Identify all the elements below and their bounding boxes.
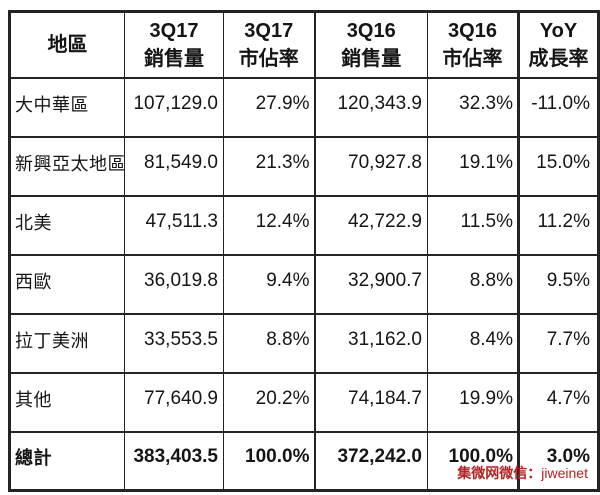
header-line-2: 成長率	[528, 47, 589, 70]
cell-3q17-share: 27.9%	[223, 76, 315, 138]
cell-yoy: 4.7%	[517, 371, 599, 433]
cell-region: 拉丁美洲	[9, 312, 125, 374]
cell-yoy: 7.7%	[517, 312, 599, 374]
cell-3q17-share: 12.4%	[223, 194, 315, 256]
header-line-1: 地區	[47, 33, 88, 56]
watermark: 集微网微信：jiweinet	[457, 464, 588, 482]
table-row: 其他 77,640.9 20.2% 74,184.7 19.9% 4.7%	[9, 371, 599, 433]
header-line-2: 市佔率	[442, 47, 503, 70]
header-line-1: 3Q17	[244, 19, 294, 42]
cell-region: 大中華區	[9, 76, 125, 138]
cell-region: 西歐	[9, 253, 125, 315]
cell-yoy: 11.2%	[517, 194, 599, 256]
table-row: 大中華區 107,129.0 27.9% 120,343.9 32.3% -11…	[9, 76, 599, 138]
total-region: 總計	[9, 430, 125, 492]
cell-region: 其他	[9, 371, 125, 433]
cell-3q16-volume: 32,900.7	[313, 253, 428, 315]
total-3q17-share: 100.0%	[223, 430, 315, 492]
watermark-value: jiweinet	[541, 465, 588, 481]
cell-3q17-volume: 77,640.9	[124, 371, 224, 433]
col-header-region: 地區	[9, 10, 125, 79]
col-header-3q17-share: 3Q17 市佔率	[223, 10, 315, 79]
cell-region: 北美	[9, 194, 125, 256]
regional-sales-table: 地區 3Q17 銷售量 3Q17 市佔率 3Q16 銷售量 3Q16 市佔	[8, 10, 600, 492]
cell-yoy: 15.0%	[517, 135, 599, 197]
cell-3q16-volume: 70,927.8	[313, 135, 428, 197]
header-line-2: 銷售量	[341, 47, 402, 70]
cell-3q16-volume: 42,722.9	[313, 194, 428, 256]
col-header-3q16-share: 3Q16 市佔率	[427, 10, 519, 79]
header-line-1: 3Q17	[149, 19, 199, 42]
header-line-2: 市佔率	[238, 47, 299, 70]
cell-3q17-volume: 33,553.5	[124, 312, 224, 374]
cell-3q16-share: 19.9%	[427, 371, 519, 433]
table-row: 拉丁美洲 33,553.5 8.8% 31,162.0 8.4% 7.7%	[9, 312, 599, 374]
cell-3q17-volume: 47,511.3	[124, 194, 224, 256]
header-line-1: 3Q16	[448, 19, 497, 42]
col-header-3q16-volume: 3Q16 銷售量	[313, 10, 428, 79]
cell-3q17-share: 9.4%	[223, 253, 315, 315]
cell-3q17-volume: 36,019.8	[124, 253, 224, 315]
cell-3q16-share: 11.5%	[427, 194, 519, 256]
cell-3q16-share: 19.1%	[427, 135, 519, 197]
total-yoy: 3.0%	[517, 430, 599, 492]
cell-3q16-volume: 74,184.7	[313, 371, 428, 433]
col-header-yoy-growth: YoY 成長率	[517, 10, 599, 79]
table-row: 西歐 36,019.8 9.4% 32,900.7 8.8% 9.5%	[9, 253, 599, 315]
header-line-2: 銷售量	[144, 47, 204, 70]
cell-3q16-share: 8.8%	[427, 253, 519, 315]
cell-3q16-share: 8.4%	[427, 312, 519, 374]
header-line-1: YoY	[539, 19, 578, 42]
total-row: 總計 383,403.5 100.0% 372,242.0 100.0% 3.0…	[9, 430, 599, 492]
total-3q16-volume: 372,242.0	[313, 430, 428, 492]
watermark-label: 集微网微信：	[457, 465, 542, 481]
total-3q16-share: 100.0%	[427, 430, 519, 492]
cell-region: 新興亞太地區	[9, 135, 126, 197]
cell-3q17-share: 20.2%	[223, 371, 315, 433]
cell-yoy: 9.5%	[517, 253, 599, 315]
col-header-3q17-volume: 3Q17 銷售量	[124, 10, 224, 79]
cell-3q17-share: 21.3%	[223, 135, 315, 197]
header-row: 地區 3Q17 銷售量 3Q17 市佔率 3Q16 銷售量 3Q16 市佔	[9, 10, 599, 79]
cell-yoy: -11.0%	[517, 76, 599, 138]
table-row: 北美 47,511.3 12.4% 42,722.9 11.5% 11.2%	[9, 194, 599, 256]
cell-3q16-volume: 31,162.0	[313, 312, 428, 374]
total-3q17-volume: 383,403.5	[124, 430, 224, 492]
table-row: 新興亞太地區 81,549.0 21.3% 70,927.8 19.1% 15.…	[9, 135, 599, 197]
cell-3q17-volume: 107,129.0	[124, 76, 224, 138]
header-line-1: 3Q16	[346, 19, 396, 42]
cell-3q17-volume: 81,549.0	[124, 135, 224, 197]
cell-3q16-share: 32.3%	[427, 76, 519, 138]
cell-3q17-share: 8.8%	[223, 312, 315, 374]
cell-3q16-volume: 120,343.9	[313, 76, 428, 138]
